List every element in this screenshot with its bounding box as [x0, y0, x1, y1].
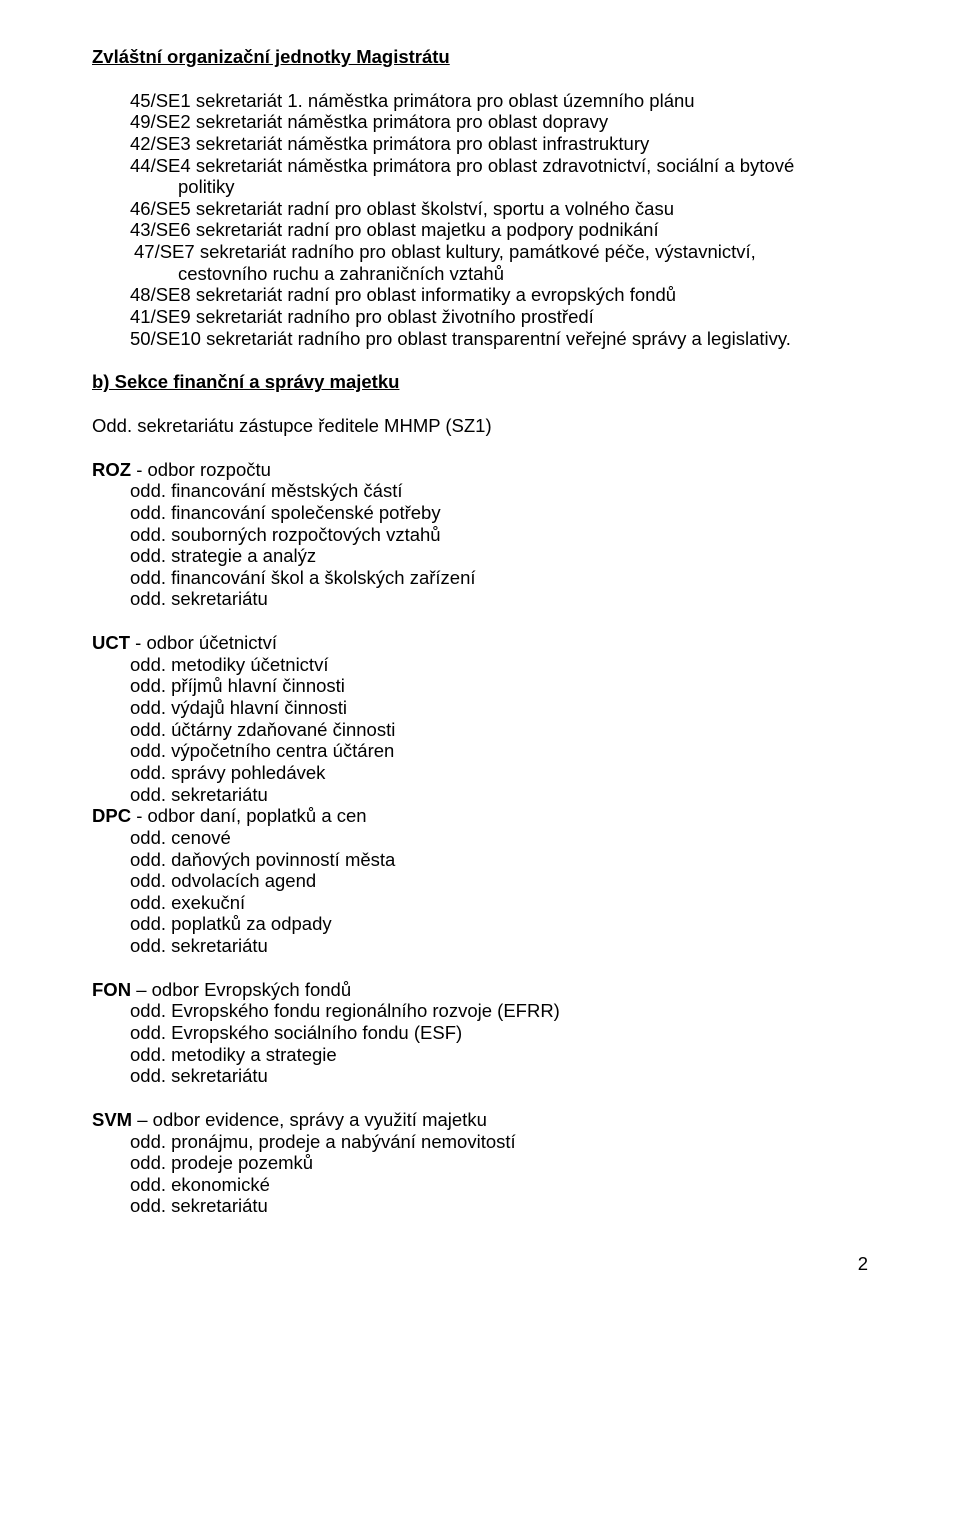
se1-line: 45/SE1 sekretariát 1. náměstka primátora…	[130, 90, 868, 112]
svm-item: odd. ekonomické	[130, 1174, 868, 1196]
se4-line-b: politiky	[178, 176, 868, 198]
fon-heading-rest: – odbor Evropských fondů	[131, 979, 351, 1000]
document-page: Zvláštní organizační jednotky Magistrátu…	[0, 0, 960, 1315]
dpc-heading: DPC - odbor daní, poplatků a cen	[92, 805, 868, 827]
roz-item: odd. financování městských částí	[130, 480, 868, 502]
fon-heading: FON – odbor Evropských fondů	[92, 979, 868, 1001]
se3-line: 42/SE3 sekretariát náměstka primátora pr…	[130, 133, 868, 155]
uct-item: odd. výpočetního centra účtáren	[130, 740, 868, 762]
dpc-item: odd. exekuční	[130, 892, 868, 914]
uct-code: UCT	[92, 632, 130, 653]
uct-heading-rest: - odbor účetnictví	[130, 632, 277, 653]
fon-item: odd. sekretariátu	[130, 1065, 868, 1087]
svm-item: odd. sekretariátu	[130, 1195, 868, 1217]
se5-line: 46/SE5 sekretariát radní pro oblast škol…	[130, 198, 868, 220]
se9-line: 41/SE9 sekretariát radního pro oblast ži…	[130, 306, 868, 328]
roz-heading: ROZ - odbor rozpočtu	[92, 459, 868, 481]
fon-item: odd. metodiky a strategie	[130, 1044, 868, 1066]
fon-code: FON	[92, 979, 131, 1000]
roz-code: ROZ	[92, 459, 131, 480]
dpc-item: odd. poplatků za odpady	[130, 913, 868, 935]
se8-line: 48/SE8 sekretariát radní pro oblast info…	[130, 284, 868, 306]
se10-line: 50/SE10 sekretariát radního pro oblast t…	[130, 328, 868, 350]
dpc-heading-rest: - odbor daní, poplatků a cen	[131, 805, 367, 826]
dpc-item: odd. daňových povinností města	[130, 849, 868, 871]
section-b-heading: b) Sekce finanční a správy majetku	[92, 371, 868, 393]
roz-item: odd. financování společenské potřeby	[130, 502, 868, 524]
roz-item: odd. souborných rozpočtových vztahů	[130, 524, 868, 546]
svm-heading: SVM – odbor evidence, správy a využití m…	[92, 1109, 868, 1131]
uct-block: UCT - odbor účetnictví odd. metodiky úče…	[92, 632, 868, 805]
uct-item: odd. účtárny zdaňované činnosti	[130, 719, 868, 741]
uct-item: odd. metodiky účetnictví	[130, 654, 868, 676]
page-title: Zvláštní organizační jednotky Magistrátu	[92, 46, 868, 68]
se7-line-b: cestovního ruchu a zahraničních vztahů	[178, 263, 868, 285]
se7-line-a: 47/SE7 sekretariát radního pro oblast ku…	[134, 241, 868, 263]
svm-block: SVM – odbor evidence, správy a využití m…	[92, 1109, 868, 1217]
se4-line-a: 44/SE4 sekretariát náměstka primátora pr…	[130, 155, 868, 177]
fon-item: odd. Evropského fondu regionálního rozvo…	[130, 1000, 868, 1022]
uct-item: odd. příjmů hlavní činnosti	[130, 675, 868, 697]
roz-item: odd. financování škol a školských zaříze…	[130, 567, 868, 589]
uct-item: odd. správy pohledávek	[130, 762, 868, 784]
dpc-item: odd. sekretariátu	[130, 935, 868, 957]
svm-heading-rest: – odbor evidence, správy a využití majet…	[132, 1109, 487, 1130]
dpc-item: odd. cenové	[130, 827, 868, 849]
roz-item: odd. sekretariátu	[130, 588, 868, 610]
dpc-code: DPC	[92, 805, 131, 826]
roz-item: odd. strategie a analýz	[130, 545, 868, 567]
roz-block: ROZ - odbor rozpočtu odd. financování mě…	[92, 459, 868, 610]
roz-heading-rest: - odbor rozpočtu	[131, 459, 271, 480]
svm-item: odd. prodeje pozemků	[130, 1152, 868, 1174]
se6-line: 43/SE6 sekretariát radní pro oblast maje…	[130, 219, 868, 241]
dpc-block: DPC - odbor daní, poplatků a cen odd. ce…	[92, 805, 868, 956]
uct-heading: UCT - odbor účetnictví	[92, 632, 868, 654]
svm-code: SVM	[92, 1109, 132, 1130]
uct-item: odd. sekretariátu	[130, 784, 868, 806]
dpc-item: odd. odvolacích agend	[130, 870, 868, 892]
se-list: 45/SE1 sekretariát 1. náměstka primátora…	[92, 90, 868, 350]
fon-block: FON – odbor Evropských fondů odd. Evrops…	[92, 979, 868, 1087]
svm-item: odd. pronájmu, prodeje a nabývání nemovi…	[130, 1131, 868, 1153]
page-number: 2	[92, 1253, 868, 1275]
se2-line: 49/SE2 sekretariát náměstka primátora pr…	[130, 111, 868, 133]
fon-item: odd. Evropského sociálního fondu (ESF)	[130, 1022, 868, 1044]
sz1-line: Odd. sekretariátu zástupce ředitele MHMP…	[92, 415, 868, 437]
uct-item: odd. výdajů hlavní činnosti	[130, 697, 868, 719]
